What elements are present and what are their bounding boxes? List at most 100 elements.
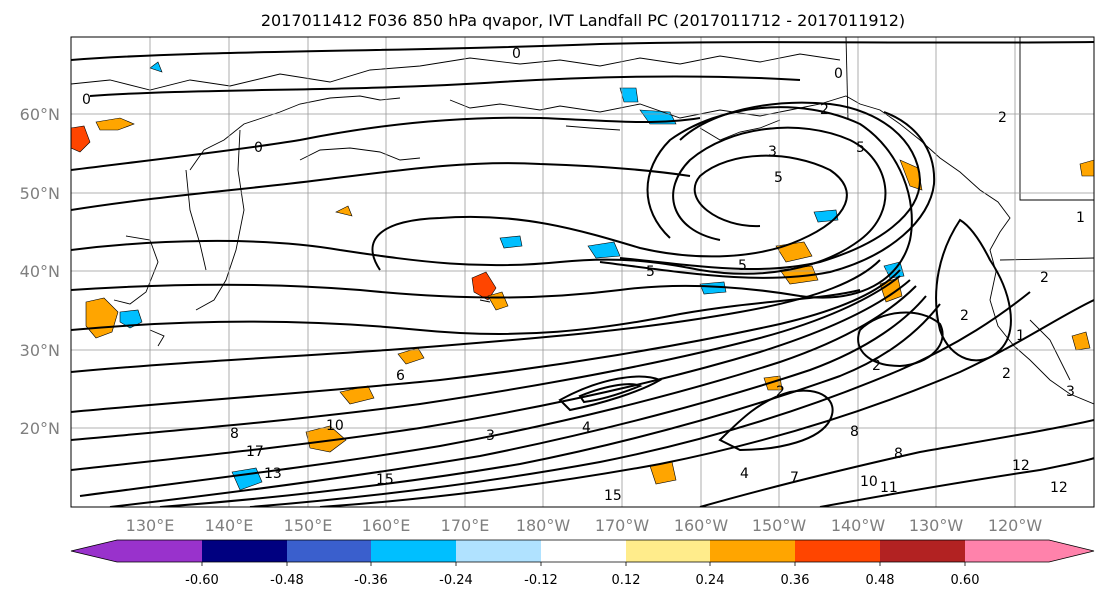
shading-patch (95, 117, 135, 131)
lon-label: 180°W (516, 516, 571, 535)
contour-line (599, 111, 936, 279)
contour-label: 3 (486, 428, 495, 444)
coastline (149, 329, 165, 347)
shading-patch (149, 61, 163, 73)
contour-label: 5 (646, 264, 655, 280)
colorbar-tick-label: 0.60 (951, 573, 980, 588)
contour-labels: 0 0 0 0 2 2 2 2 3 5 5 5 5 1 1 2 8 6 8 8 (82, 46, 1085, 504)
contour-line (79, 285, 917, 497)
contour-line (578, 383, 643, 404)
shading-patch (305, 425, 347, 453)
contour-line (89, 75, 801, 97)
contour-line (718, 389, 834, 452)
contour-label: 12 (1012, 458, 1030, 474)
contour-label: 2 (960, 308, 969, 324)
lon-label: 130°W (909, 516, 964, 535)
contour-label: 12 (1050, 480, 1068, 496)
gridlines (71, 37, 1094, 507)
contour-line (558, 375, 663, 412)
contour-line (71, 289, 861, 335)
contour-line (71, 126, 887, 275)
contour-line (857, 311, 944, 368)
colorbar-swatch (371, 540, 456, 562)
border (999, 257, 1094, 261)
contour-label: 11 (880, 480, 898, 496)
coastline (189, 95, 401, 171)
contour-line (699, 419, 1094, 507)
shading-patch (587, 241, 621, 259)
contour-label: 2 (820, 102, 829, 118)
colorbar-swatch (456, 540, 541, 562)
contour-label: 13 (264, 466, 282, 482)
lon-label: 150°W (752, 516, 807, 535)
latitude-labels: 60°N 50°N 40°N 30°N 20°N (20, 105, 60, 438)
contour-line (371, 154, 848, 271)
contour-label: 5 (856, 140, 865, 156)
coastline (113, 235, 159, 305)
contour-label: 2 (776, 384, 785, 400)
shading-patch (619, 87, 639, 103)
colorbar-tick-labels: -0.60 -0.48 -0.36 -0.24 -0.12 0.12 0.24 … (185, 573, 979, 588)
lon-label: 170°E (441, 516, 490, 535)
longitude-labels: 130°E 140°E 150°E 160°E 170°E 180°W 170°… (126, 516, 1043, 535)
contour-line (71, 259, 881, 373)
coastline (71, 53, 841, 91)
contour-line (249, 291, 1031, 507)
shading-patch (71, 125, 91, 153)
colorbar-tick-label: -0.24 (439, 573, 473, 588)
contour-label: 8 (850, 424, 859, 440)
contour-label: 8 (230, 426, 239, 442)
colorbar-tick-label: -0.12 (524, 573, 558, 588)
map-background (71, 37, 1094, 507)
contour-label: 0 (254, 140, 263, 156)
shading-patch (1079, 159, 1094, 177)
contour-label: 0 (834, 66, 843, 82)
colorbar: -0.60 -0.48 -0.36 -0.24 -0.12 0.12 0.24 … (70, 539, 1095, 588)
coastline (699, 119, 781, 141)
contour-label: 10 (326, 418, 344, 434)
contour-line (71, 269, 901, 413)
coastline (479, 299, 491, 303)
contour-label: 5 (774, 170, 783, 186)
map-panel: 0 0 0 0 2 2 2 2 3 5 5 5 5 1 1 2 8 6 8 8 (70, 36, 1095, 508)
border (1029, 319, 1071, 381)
lon-label: 160°W (674, 516, 729, 535)
contour-line (71, 279, 911, 471)
colorbar-swatch (202, 540, 287, 562)
contour-label: 7 (790, 470, 799, 486)
colorbar-tick-label: 0.48 (866, 573, 895, 588)
coastline (565, 125, 621, 131)
colorbar-extend-low (71, 540, 117, 562)
colorbar-swatch (117, 540, 202, 562)
contour-label: 2 (998, 110, 1007, 126)
border (1019, 37, 1094, 201)
shading-patch (471, 271, 497, 301)
contour-label: 1 (1016, 328, 1025, 344)
contour-line (71, 162, 691, 211)
colorbar-swatch (626, 540, 710, 562)
lat-label-50n: 50°N (20, 184, 60, 203)
colorbar-tick-label: -0.60 (185, 573, 219, 588)
lat-label-40n: 40°N (20, 262, 60, 281)
contour-label: 2 (1040, 270, 1049, 286)
contour-label: 15 (604, 488, 622, 504)
contour-line (935, 218, 1012, 362)
contour-line (319, 299, 1094, 507)
colorbar-tick-label: -0.36 (354, 573, 388, 588)
colorbar-tick-label: -0.48 (270, 573, 304, 588)
colorbar-tick-label: 0.36 (781, 573, 810, 588)
colorbar-swatch (795, 540, 880, 562)
contour-label: 3 (768, 144, 777, 160)
contour-label: 5 (738, 258, 747, 274)
contour-line (71, 116, 701, 171)
lon-label: 140°E (205, 516, 254, 535)
contour-line (109, 295, 927, 507)
contour-label: 4 (582, 420, 591, 436)
colorbar-segments (71, 540, 1094, 562)
lat-label-30n: 30°N (20, 341, 60, 360)
ivt-contours (71, 41, 1094, 507)
map-frame (70, 36, 1095, 508)
lon-label: 160°E (362, 516, 411, 535)
lat-label-60n: 60°N (20, 105, 60, 124)
